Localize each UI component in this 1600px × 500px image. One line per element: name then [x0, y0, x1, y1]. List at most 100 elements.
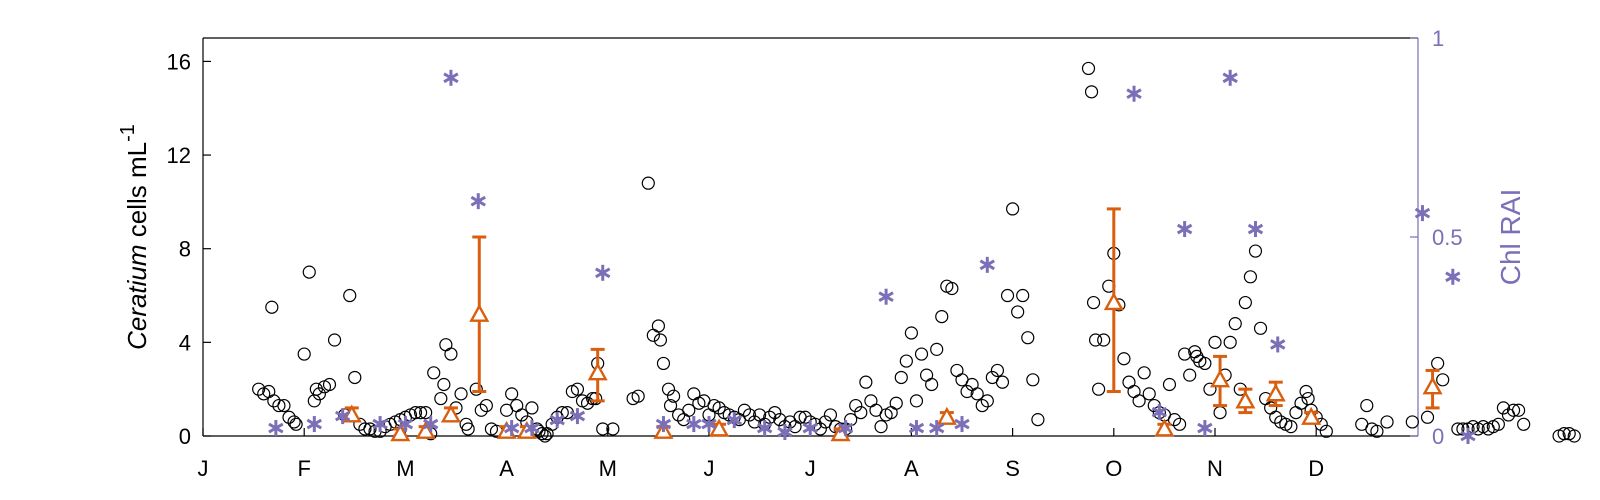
circle-point: [606, 422, 620, 436]
circle-point: [525, 401, 539, 415]
triangle-point: [1154, 418, 1175, 437]
circle-point: [930, 342, 944, 356]
asterisk-point: [549, 412, 565, 429]
circle-point: [272, 398, 286, 413]
x-tick-label: S: [1005, 456, 1020, 481]
triangle-point: [469, 303, 490, 322]
y-tick-label: 16: [167, 49, 191, 74]
asterisk-stroke: [878, 291, 894, 302]
circle-point: [854, 405, 868, 420]
asterisk-stroke: [1151, 406, 1168, 418]
asterisk-point: [686, 416, 702, 433]
asterisk-point: [268, 420, 284, 437]
circle-point: [682, 403, 696, 417]
circle-point: [1496, 401, 1511, 415]
circle-point: [773, 413, 787, 427]
circle-point: [1289, 405, 1303, 420]
asterisk-stroke: [423, 418, 439, 430]
asterisk-stroke: [268, 422, 284, 434]
circle-point: [1557, 427, 1571, 441]
circle-point: [510, 398, 524, 413]
circle-point: [469, 382, 483, 396]
circle-point: [798, 410, 812, 424]
circle-point: [297, 347, 311, 361]
circle-point: [282, 410, 296, 424]
asterisk-point: [929, 420, 945, 437]
circle-point: [1506, 403, 1521, 417]
y-axis-label-italic: Ceratium: [122, 244, 152, 349]
circle-point: [1294, 396, 1308, 410]
asterisk-point: [423, 416, 439, 433]
circle-point: [1319, 424, 1333, 438]
asterisk-series: [268, 69, 1476, 444]
circle-point: [277, 398, 291, 413]
triangle-point: [1235, 390, 1256, 409]
circle-point: [1142, 387, 1156, 401]
x-tick-label: M: [396, 456, 414, 481]
asterisk-stroke: [908, 422, 925, 434]
asterisk-stroke: [549, 414, 565, 426]
asterisk-stroke: [1176, 223, 1193, 235]
circle-point: [1162, 377, 1177, 392]
circle-point: [1431, 356, 1445, 371]
circle-point: [874, 420, 888, 434]
asterisk-point: [701, 416, 717, 433]
x-tick-label: D: [1308, 456, 1324, 481]
asterisk-stroke: [569, 410, 586, 422]
circle-point: [1005, 202, 1020, 216]
asterisk-stroke: [372, 418, 388, 430]
right-y-tick-label: 0.5: [1432, 225, 1463, 250]
circle-point: [1122, 375, 1136, 389]
triangle-point: [1210, 369, 1231, 388]
asterisk-point: [908, 420, 925, 437]
y-axis-label-text: cells mL: [122, 142, 152, 245]
asterisk-stroke: [1197, 422, 1213, 434]
circle-point: [651, 319, 666, 333]
asterisk-point: [878, 288, 894, 305]
circle-point: [1511, 403, 1526, 417]
circle-point: [666, 389, 681, 403]
circle-point: [980, 394, 994, 408]
asterisk-point: [1414, 205, 1431, 222]
circle-point: [990, 363, 1005, 378]
circle-series: [252, 61, 1581, 443]
circle-point: [437, 377, 451, 392]
plot-area-frame: [202, 37, 1419, 437]
asterisk-stroke: [777, 426, 793, 438]
asterisk-point: [595, 264, 611, 281]
circle-point: [1137, 366, 1151, 380]
circle-point: [1081, 61, 1096, 76]
asterisk-point: [1445, 268, 1461, 285]
circle-point: [265, 300, 279, 314]
y-tick-label: 8: [179, 237, 191, 262]
asterisk-stroke: [443, 72, 459, 84]
asterisk-point: [397, 416, 414, 433]
circle-point: [419, 405, 433, 420]
x-tick-label: J: [805, 456, 816, 481]
asterisk-point: [1176, 221, 1193, 238]
circle-point: [1026, 373, 1040, 387]
circle-point: [1021, 331, 1035, 345]
circle-point: [768, 405, 782, 420]
right-y-tick-label: 1: [1432, 26, 1444, 51]
asterisk-point: [979, 256, 995, 273]
circle-point: [461, 422, 475, 436]
circle-point: [1491, 417, 1505, 431]
circle-point: [894, 370, 908, 385]
circle-point: [570, 382, 585, 396]
circle-point: [945, 281, 959, 296]
triangle-point: [1265, 383, 1286, 402]
triangle-point: [1103, 292, 1124, 311]
circle-point: [454, 387, 468, 401]
asterisk-point: [524, 420, 540, 437]
y-tick-label: 12: [167, 143, 191, 168]
asterisk-point: [1460, 428, 1476, 444]
circle-point: [1000, 288, 1015, 303]
x-tick-label: J: [198, 456, 209, 481]
asterisk-point: [756, 420, 773, 437]
asterisk-point: [306, 416, 322, 433]
y-tick-label: 0: [179, 424, 191, 449]
circle-point: [864, 394, 878, 408]
asterisk-point: [503, 420, 520, 437]
circle-point: [631, 389, 645, 403]
